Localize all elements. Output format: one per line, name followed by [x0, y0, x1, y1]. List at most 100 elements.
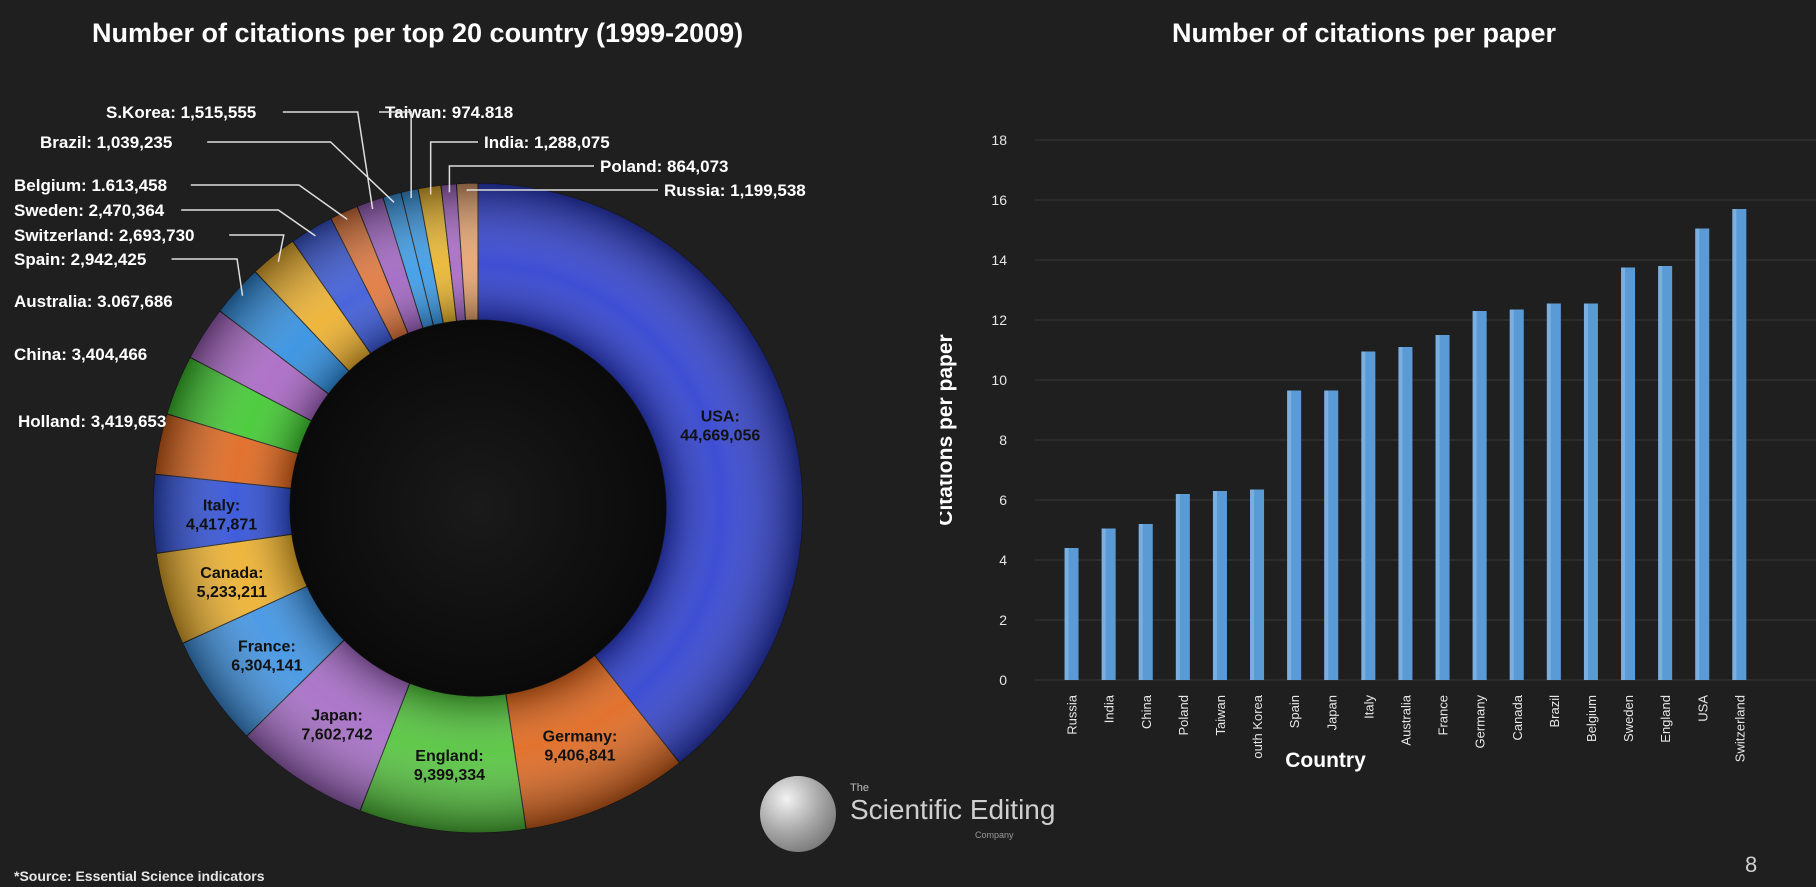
- bar-highlight: [1695, 228, 1700, 680]
- source-note: *Source: Essential Science indicators: [14, 868, 265, 884]
- page-number: 8: [1745, 852, 1758, 877]
- outside-label-brazil: Brazil: 1,039,235: [40, 133, 172, 152]
- bar-chart: 0 2 4 6 8 10 12 14 16 18 Citations per paper Russia…: [940, 132, 1816, 772]
- bar-highlight: [1101, 528, 1106, 680]
- leader-line-russia: [466, 189, 658, 192]
- outside-label-poland: Poland: 864,073: [600, 157, 729, 176]
- x-tick-label: Germany: [1473, 695, 1488, 749]
- slice-label-usa: USA: 44,669,056: [680, 409, 760, 445]
- slice-label-germany: Germany: 9,406,841: [543, 728, 618, 764]
- leader-line-sweden: [181, 209, 316, 237]
- x-tick-label: England: [1658, 695, 1673, 743]
- x-tick-label: China: [1139, 694, 1154, 729]
- outside-label-holland: Holland: 3,419,653: [18, 412, 166, 431]
- y-tick-label: 18: [991, 132, 1007, 148]
- x-tick-label: India: [1102, 694, 1117, 723]
- company-logo: The Scientific Editing Company: [760, 776, 1100, 856]
- x-tick-label: France: [1436, 695, 1451, 735]
- y-tick-label: 4: [999, 552, 1007, 568]
- bar-highlight: [1621, 267, 1626, 680]
- bar-group: [1175, 494, 1190, 680]
- logo-main-text: Scientific Editing: [850, 794, 1056, 825]
- bar-highlight: [1398, 347, 1403, 680]
- y-tick-label: 6: [999, 492, 1007, 508]
- leader-line-spain: [171, 258, 244, 296]
- bar-group: [1658, 266, 1673, 680]
- x-tick-label: Belgium: [1584, 695, 1599, 742]
- bar-highlight: [1583, 303, 1588, 680]
- outside-label-taiwan: Taiwan: 974.818: [385, 103, 513, 122]
- x-axis-label: Country: [1285, 749, 1366, 772]
- bar-highlight: [1361, 351, 1366, 680]
- bar-highlight: [1138, 524, 1143, 680]
- leader-line-poland: [448, 165, 594, 193]
- y-tick-label: 8: [999, 432, 1007, 448]
- y-axis-label: Citations per paper: [940, 334, 957, 525]
- outside-label-india: India: 1,288,075: [484, 133, 610, 152]
- logo-company-text: Company: [975, 830, 1014, 840]
- leader-line-belgium: [190, 184, 348, 220]
- bar-group: [1509, 309, 1524, 680]
- bar-highlight: [1324, 390, 1329, 680]
- donut-chart-title: Number of citations per top 20 country (…: [92, 18, 744, 48]
- y-tick-label: 2: [999, 612, 1007, 628]
- bar-highlight: [1472, 311, 1477, 680]
- x-tick-label: Brazil: [1547, 695, 1562, 728]
- bar-group: [1250, 489, 1265, 680]
- slice-label-france: France: 6,304,141: [231, 639, 302, 675]
- bar-highlight: [1732, 209, 1737, 680]
- x-tick-label: Poland: [1176, 695, 1191, 735]
- outside-label-russia: Russia: 1,199,538: [664, 181, 806, 200]
- bar-group: [1064, 548, 1079, 680]
- bar-highlight: [1064, 548, 1069, 680]
- x-tick-label: Sweden: [1621, 695, 1636, 742]
- y-tick-label: 12: [991, 312, 1007, 328]
- leader-line-brazil: [207, 141, 395, 203]
- x-tick-label: Russia: [1065, 694, 1080, 735]
- outside-label-belgium: Belgium: 1.613,458: [14, 176, 167, 195]
- leader-line-skorea: [282, 111, 374, 210]
- bar-group: [1546, 303, 1561, 680]
- globe-icon: [760, 776, 836, 852]
- x-tick-label: Italy: [1361, 695, 1376, 719]
- donut-chart: USA: 44,669,056 Germany: 9,406,841 England: 9…: [14, 103, 806, 834]
- leader-line-india: [429, 141, 478, 195]
- bar-highlight: [1287, 390, 1292, 680]
- x-tick-label: outh Korea: [1250, 694, 1265, 758]
- x-tick-label: Australia: [1398, 694, 1413, 745]
- outside-label-sweden: Sweden: 2,470,364: [14, 201, 165, 220]
- slice-label-england: England: 9,399,334: [414, 748, 485, 784]
- leader-line-switzerland: [229, 234, 285, 262]
- bar-highlight: [1212, 491, 1217, 680]
- slice-label-canada: Canada: 5,233,211: [197, 565, 267, 601]
- slice-label-italy: Italy: 4,417,871: [186, 498, 257, 534]
- bar-group: [1695, 228, 1710, 680]
- bar-group: [1361, 351, 1376, 680]
- bar-group: [1435, 335, 1450, 680]
- bar-highlight: [1175, 494, 1180, 680]
- x-tick-label: Spain: [1287, 695, 1302, 728]
- x-tick-label: Switzerland: [1732, 695, 1747, 762]
- y-tick-label: 14: [991, 252, 1007, 268]
- y-tick-label: 10: [991, 372, 1007, 388]
- bar-highlight: [1250, 489, 1255, 680]
- slice-label-japan: Japan: 7,602,742: [301, 707, 372, 743]
- bar-highlight: [1658, 266, 1663, 680]
- outside-label-spain: Spain: 2,942,425: [14, 250, 146, 269]
- bar-highlight: [1546, 303, 1551, 680]
- bar-group: [1101, 528, 1116, 680]
- bar-group: [1324, 390, 1339, 680]
- bar-group: [1287, 390, 1302, 680]
- bar-group: [1583, 303, 1598, 680]
- outside-label-skorea: S.Korea: 1,515,555: [106, 103, 256, 122]
- outside-label-china: China: 3,404,466: [14, 345, 147, 364]
- bar-group: [1732, 209, 1747, 680]
- leader-line-taiwan: [379, 111, 412, 199]
- x-tick-label: Taiwan: [1213, 695, 1228, 735]
- bar-highlight: [1435, 335, 1440, 680]
- x-tick-label: USA: [1695, 695, 1710, 722]
- bar-group: [1138, 524, 1153, 680]
- logo-small-text: The: [850, 782, 869, 794]
- outside-label-switzerland: Switzerland: 2,693,730: [14, 226, 194, 245]
- y-tick-label: 16: [991, 192, 1007, 208]
